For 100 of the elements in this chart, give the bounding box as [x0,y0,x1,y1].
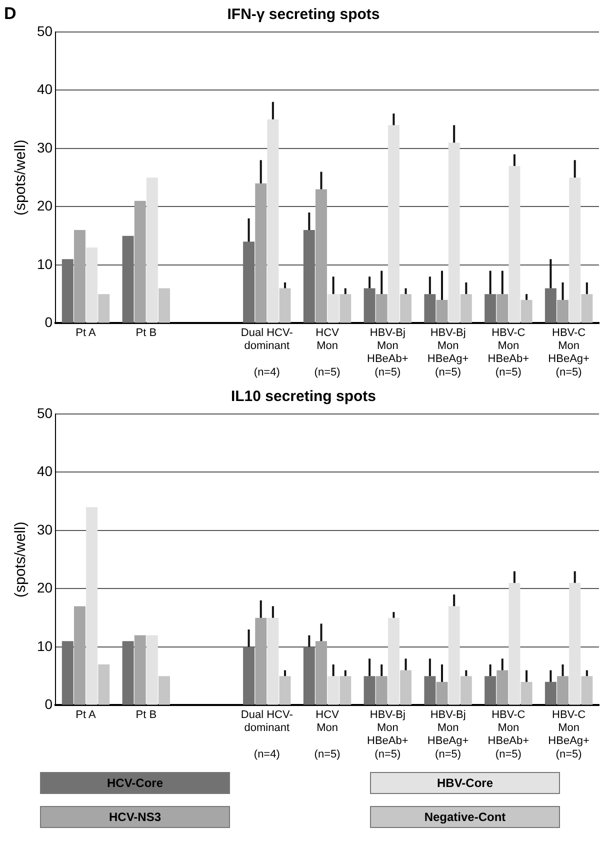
bar [557,300,569,323]
bar [303,230,315,323]
bar [74,606,86,705]
y-tick-label: 10 [36,256,53,272]
x-tick-label: HBV-C Mon HBeAb+ (n=5) [488,708,530,760]
bar [484,676,496,705]
y-tick-label: 50 [36,404,53,421]
category-label: Dual HCV- dominant (n=4) [240,708,293,760]
y-tick-label: 30 [36,521,53,538]
y-tick-label: 40 [36,81,53,98]
bar [376,294,388,323]
x-tick-label: HBV-Bj Mon HBeAg+ (n=5) [427,708,469,760]
x-tick-label: Pt A [76,708,97,721]
category-label: HCV Mon (n=5) [314,326,340,378]
bar [424,294,436,323]
text: HBV-Core [370,772,560,794]
bar [400,294,412,323]
bar [508,582,520,705]
y-tick-label: 10 [36,638,53,654]
bar [544,288,556,323]
text: D [4,4,16,24]
bar [484,294,496,323]
y-tick-label: 20 [36,580,53,596]
chart-title: IL10 secreting spots [230,388,376,406]
bar [122,236,134,323]
y-tick-label: 0 [44,314,53,330]
bar [424,676,436,705]
bar [569,178,581,323]
bar [303,646,315,705]
x-tick-label: HBV-Bj Mon HBeAg+ (n=5) [427,326,469,378]
bar [436,682,448,705]
y-tick-label: 30 [36,139,53,156]
bar [496,294,508,323]
bar [496,670,508,705]
bar [557,676,569,705]
bar [436,300,448,323]
x-tick-label: HBV-Bj Mon HBeAb+ (n=5) [367,708,408,760]
bar [340,294,352,323]
bar [255,618,267,705]
bar [62,641,74,705]
x-tick-label: Pt B [136,326,157,339]
y-tick-label: 0 [44,696,53,712]
bar [508,166,520,323]
bar [460,676,472,705]
bar [158,288,170,323]
text: HCV-Core [40,772,230,794]
x-tick-label: HBV-C Mon HBeAb+ (n=5) [488,326,530,378]
bar [448,606,460,705]
bar [400,670,412,705]
y-axis-title: (spots/well) [12,522,30,598]
category-label: Dual HCV- dominant (n=4) [240,326,293,378]
y-tick-label: 20 [36,198,53,214]
bar [388,618,400,705]
bar [316,641,327,705]
x-tick-label: HBV-C Mon HBeAg+ (n=5) [548,708,590,760]
bar [388,125,400,323]
bar [146,635,158,705]
bar [86,247,98,323]
bar [98,664,110,705]
bar [279,288,291,323]
bar [316,189,327,323]
bar [581,294,593,323]
bar [520,682,532,705]
bar [569,582,581,705]
bar [448,142,460,323]
x-tick-label: HBV-Bj Mon HBeAb+ (n=5) [367,326,408,378]
text: Negative-Cont [370,806,560,828]
x-tick-label: Pt B [136,708,157,721]
bar [328,294,340,323]
bar [376,676,388,705]
text: HCV-NS3 [40,806,230,828]
bar [364,676,376,705]
bar [62,259,74,323]
bar [74,230,86,323]
bar [581,676,593,705]
y-tick-label: 50 [36,22,53,39]
bar [544,682,556,705]
bar [267,119,279,323]
bar [134,200,146,323]
bar [340,676,352,705]
x-tick-label: HBV-C Mon HBeAg+ (n=5) [548,326,590,378]
y-tick-label: 40 [36,463,53,480]
bar [243,242,255,323]
bar [328,676,340,705]
bar [279,676,291,705]
bar [86,507,98,705]
chart-title: IFN-γ secreting spots [227,6,380,24]
bar [364,288,376,323]
bar [122,641,134,705]
category-label: HCV Mon (n=5) [314,708,340,760]
bar [134,635,146,705]
bar [267,618,279,705]
bar [255,183,267,323]
bar [98,294,110,323]
bar [146,178,158,323]
y-axis-title: (spots/well) [12,140,30,216]
bar [520,300,532,323]
x-tick-label: Pt A [76,326,97,339]
bar [460,294,472,323]
bar [243,646,255,705]
